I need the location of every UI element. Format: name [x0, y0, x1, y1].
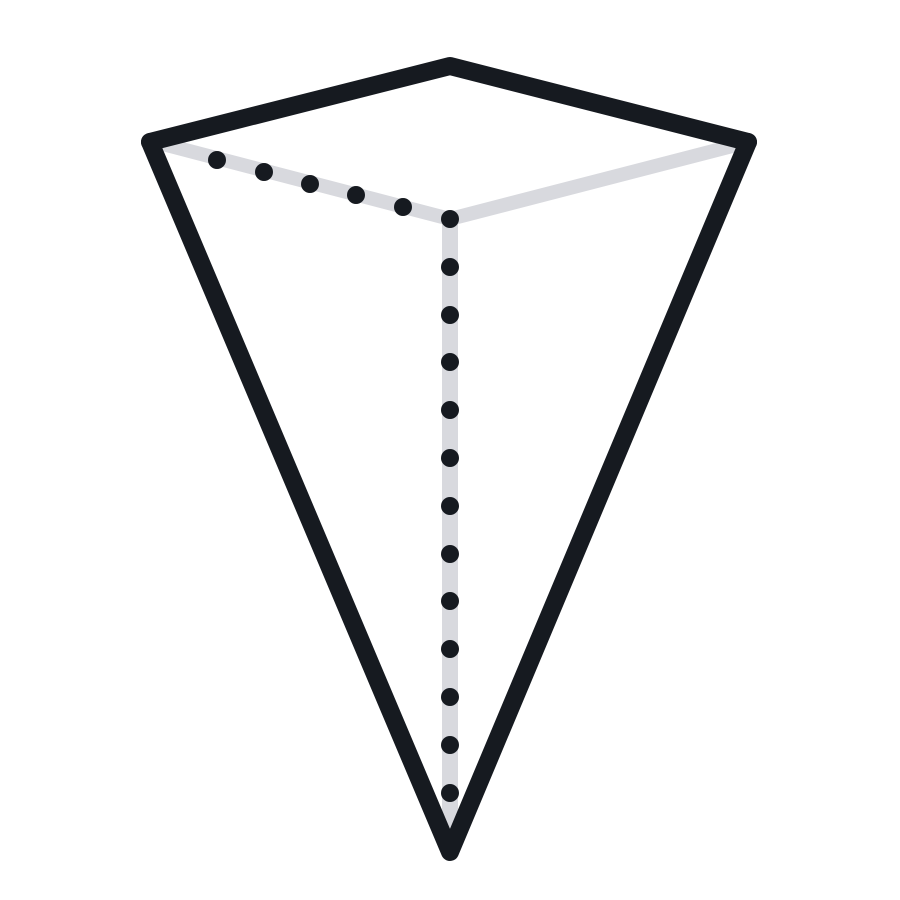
dot — [441, 306, 459, 324]
dot — [208, 151, 226, 169]
dot — [441, 784, 459, 802]
dot — [441, 545, 459, 563]
dot — [441, 497, 459, 515]
dot — [441, 210, 459, 228]
visible-outline — [141, 57, 757, 861]
dot — [301, 175, 319, 193]
dot — [394, 198, 412, 216]
dot — [441, 736, 459, 754]
dot — [441, 640, 459, 658]
hidden-edge-back-right — [443, 135, 755, 226]
dot — [441, 353, 459, 371]
hidden-edges — [148, 135, 755, 838]
dot — [441, 592, 459, 610]
dot — [441, 401, 459, 419]
front-edges-to-apex — [141, 133, 757, 861]
dot — [441, 688, 459, 706]
dot — [347, 186, 365, 204]
dot — [441, 258, 459, 276]
top-face-back-edges — [141, 57, 757, 151]
dot — [441, 449, 459, 467]
dot — [255, 163, 273, 181]
hidden-edge-dots — [208, 151, 459, 802]
